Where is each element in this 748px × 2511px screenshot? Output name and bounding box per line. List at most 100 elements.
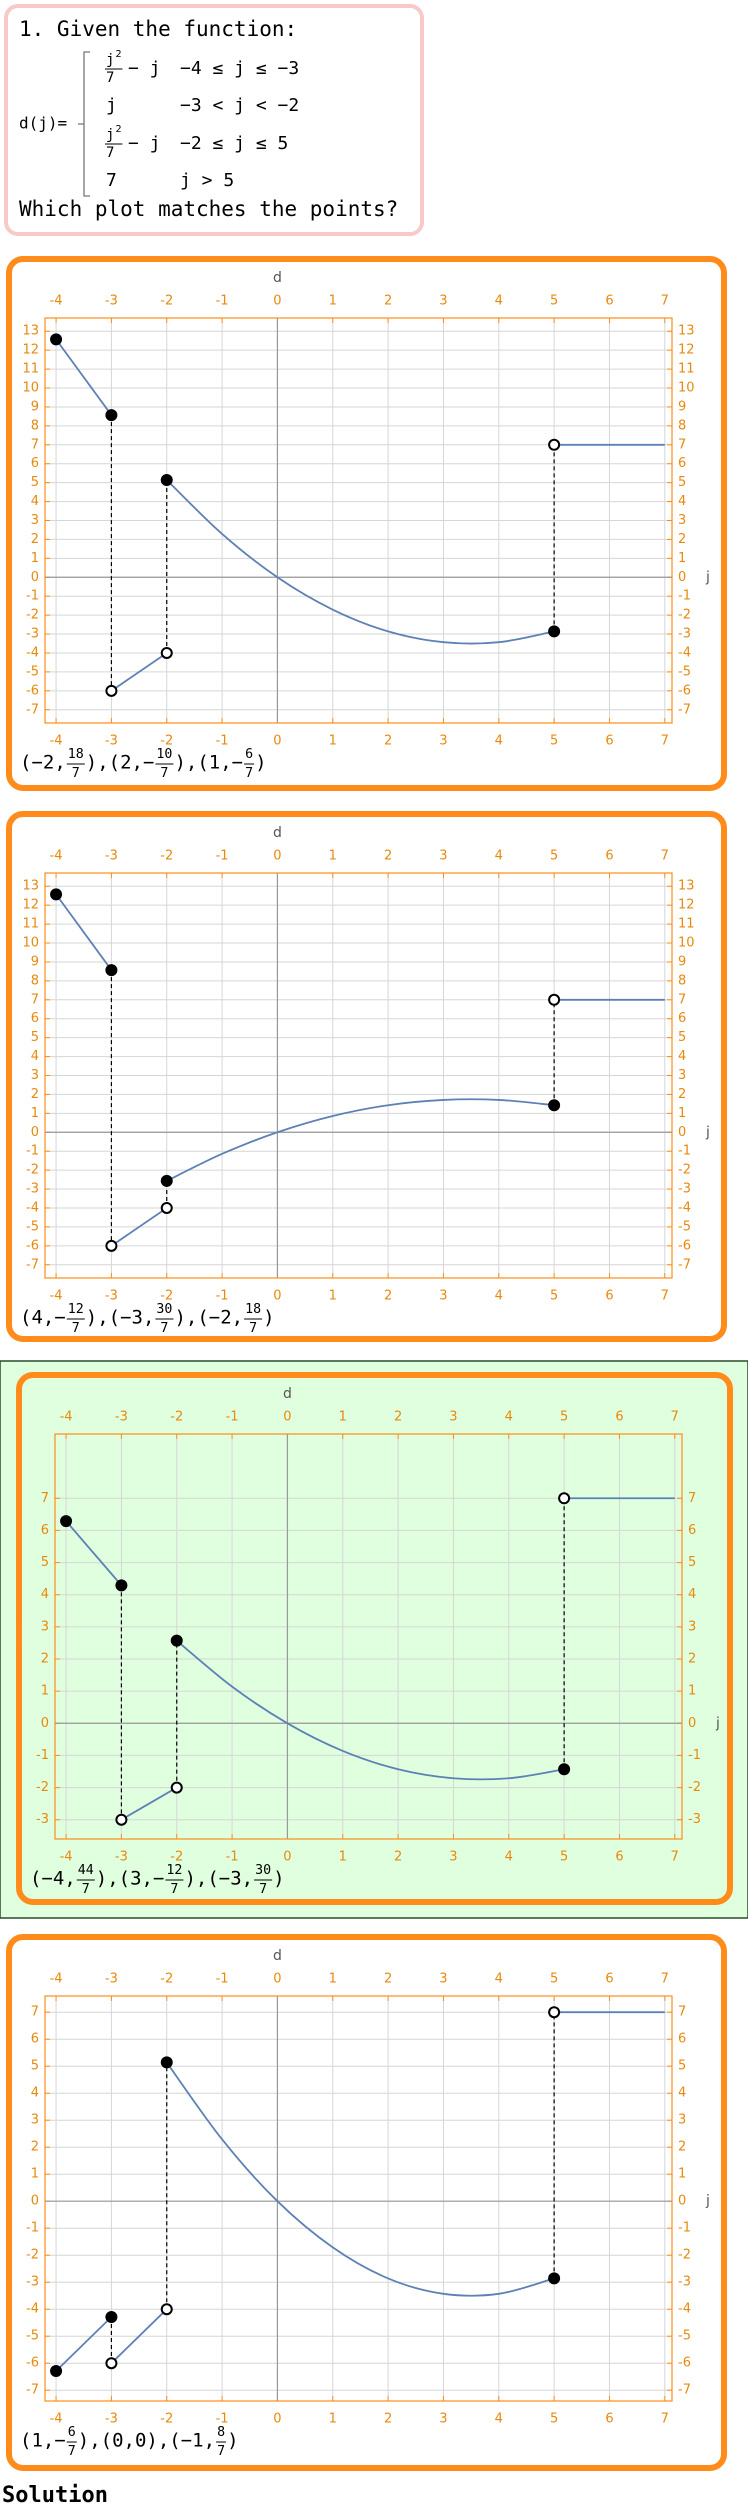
x-tick-label: -3 (115, 1410, 128, 1425)
x-tick-label: 7 (661, 734, 669, 749)
case-sup: 2 (115, 124, 121, 135)
y-tick-label: 2 (678, 532, 686, 547)
x-tick-label: 4 (495, 734, 503, 749)
endpoint (548, 1099, 561, 1112)
case-den: 7 (106, 145, 114, 161)
y-tick-label: -3 (678, 1182, 691, 1197)
x-tick-label: 2 (384, 1289, 392, 1304)
x-tick-label: 7 (661, 2412, 669, 2427)
y-tick-label: 6 (31, 2032, 39, 2047)
panel (6, 811, 727, 1342)
y-tick-label: -2 (678, 2248, 691, 2263)
y-tick-label: 5 (31, 475, 39, 490)
y-tick-label: -6 (678, 1238, 691, 1253)
x-tick-label: -4 (60, 1850, 73, 1865)
x-tick-label: 3 (439, 1289, 447, 1304)
endpoint (160, 474, 173, 486)
y-axis-label: d (283, 1386, 292, 1402)
x-axis-label: j (715, 1715, 720, 1731)
x-tick-label: 1 (329, 1289, 337, 1304)
y-tick-label: -6 (678, 2356, 691, 2371)
x-tick-label: 4 (495, 1972, 503, 1987)
function-lhs: d(j)= (19, 114, 67, 133)
series-line (55, 338, 113, 416)
y-tick-label: 4 (678, 2086, 686, 2101)
y-tick-label: 6 (31, 1011, 39, 1026)
x-tick-label: 4 (495, 294, 503, 309)
y-tick-label: 11 (22, 362, 39, 377)
x-tick-label: 0 (273, 1289, 281, 1304)
y-tick-label: 6 (678, 456, 686, 471)
endpoint (115, 1813, 128, 1826)
y-tick-label: -3 (678, 627, 691, 642)
caption-den: 7 (245, 766, 253, 781)
y-tick-label: 2 (678, 2140, 686, 2155)
y-tick-label: 12 (678, 898, 695, 913)
y-tick-label: 3 (31, 513, 39, 528)
caption-text: ),(3,− (96, 1868, 165, 1890)
y-tick-label: 1 (678, 551, 686, 566)
x-tick-label: 0 (283, 1850, 291, 1865)
y-tick-label: 5 (678, 475, 686, 490)
x-tick-label: 2 (384, 734, 392, 749)
y-tick-label: -6 (26, 1238, 39, 1253)
x-tick-label: 4 (495, 2412, 503, 2427)
x-tick-label: 3 (439, 849, 447, 864)
y-tick-label: -1 (26, 1144, 39, 1159)
x-tick-label: -2 (160, 1972, 173, 1987)
caption-text: (4,− (20, 1307, 66, 1329)
caption-text: ) (273, 1868, 284, 1890)
x-tick-label: 7 (661, 294, 669, 309)
x-tick-label: -3 (105, 849, 118, 864)
y-axis-label: d (273, 1948, 282, 1964)
x-tick-label: 0 (273, 734, 281, 749)
y-axis-label: d (273, 825, 282, 841)
case-condition: j > 5 (180, 170, 234, 191)
case-sup: 2 (115, 49, 121, 60)
endpoint (105, 2357, 118, 2370)
case-bracket (78, 51, 90, 197)
case-condition: −4 ≤ j ≤ −3 (180, 58, 299, 79)
x-tick-label: 7 (661, 849, 669, 864)
x-tick-label: -4 (50, 734, 63, 749)
x-tick-label: 0 (273, 1972, 281, 1987)
x-tick-label: 5 (560, 1410, 568, 1425)
caption-text: (−4, (30, 1868, 76, 1890)
y-tick-label: 1 (678, 1106, 686, 1121)
series-line (65, 1520, 123, 1586)
endpoint (160, 646, 173, 659)
caption-text: ),(−3, (86, 1307, 155, 1329)
y-tick-label: -3 (26, 2275, 39, 2290)
case-num: j (106, 52, 114, 68)
y-tick-label: 7 (688, 1491, 696, 1506)
y-tick-label: 2 (31, 1087, 39, 1102)
series-line (110, 2308, 168, 2364)
y-tick-label: 8 (31, 418, 39, 433)
y-tick-label: 8 (31, 973, 39, 988)
caption-den: 7 (82, 1882, 90, 1897)
y-axis-label: d (273, 270, 282, 286)
y-tick-label: 4 (678, 1049, 686, 1064)
caption-num: 6 (245, 747, 253, 762)
y-tick-label: -1 (36, 1748, 49, 1763)
x-tick-label: 1 (329, 734, 337, 749)
y-tick-label: 13 (678, 879, 695, 894)
x-tick-label: 6 (605, 1972, 613, 1987)
y-tick-label: 2 (678, 1087, 686, 1102)
x-tick-label: 5 (550, 1972, 558, 1987)
y-tick-label: 13 (22, 324, 39, 339)
y-tick-label: -3 (26, 1182, 39, 1197)
x-tick-label: 6 (605, 849, 613, 864)
y-tick-label: 3 (31, 1068, 39, 1083)
y-tick-label: 13 (678, 324, 695, 339)
x-tick-label: -1 (216, 849, 229, 864)
caption-text: ) (263, 1307, 274, 1329)
y-tick-label: -5 (678, 664, 691, 679)
caption-den: 7 (72, 1321, 80, 1336)
y-tick-label: -4 (26, 1200, 39, 1215)
endpoint (105, 1239, 118, 1252)
caption-den: 7 (68, 2444, 76, 2459)
caption-text: ) (255, 752, 266, 774)
y-tick-label: -4 (678, 1200, 691, 1215)
endpoint (50, 2365, 63, 2378)
